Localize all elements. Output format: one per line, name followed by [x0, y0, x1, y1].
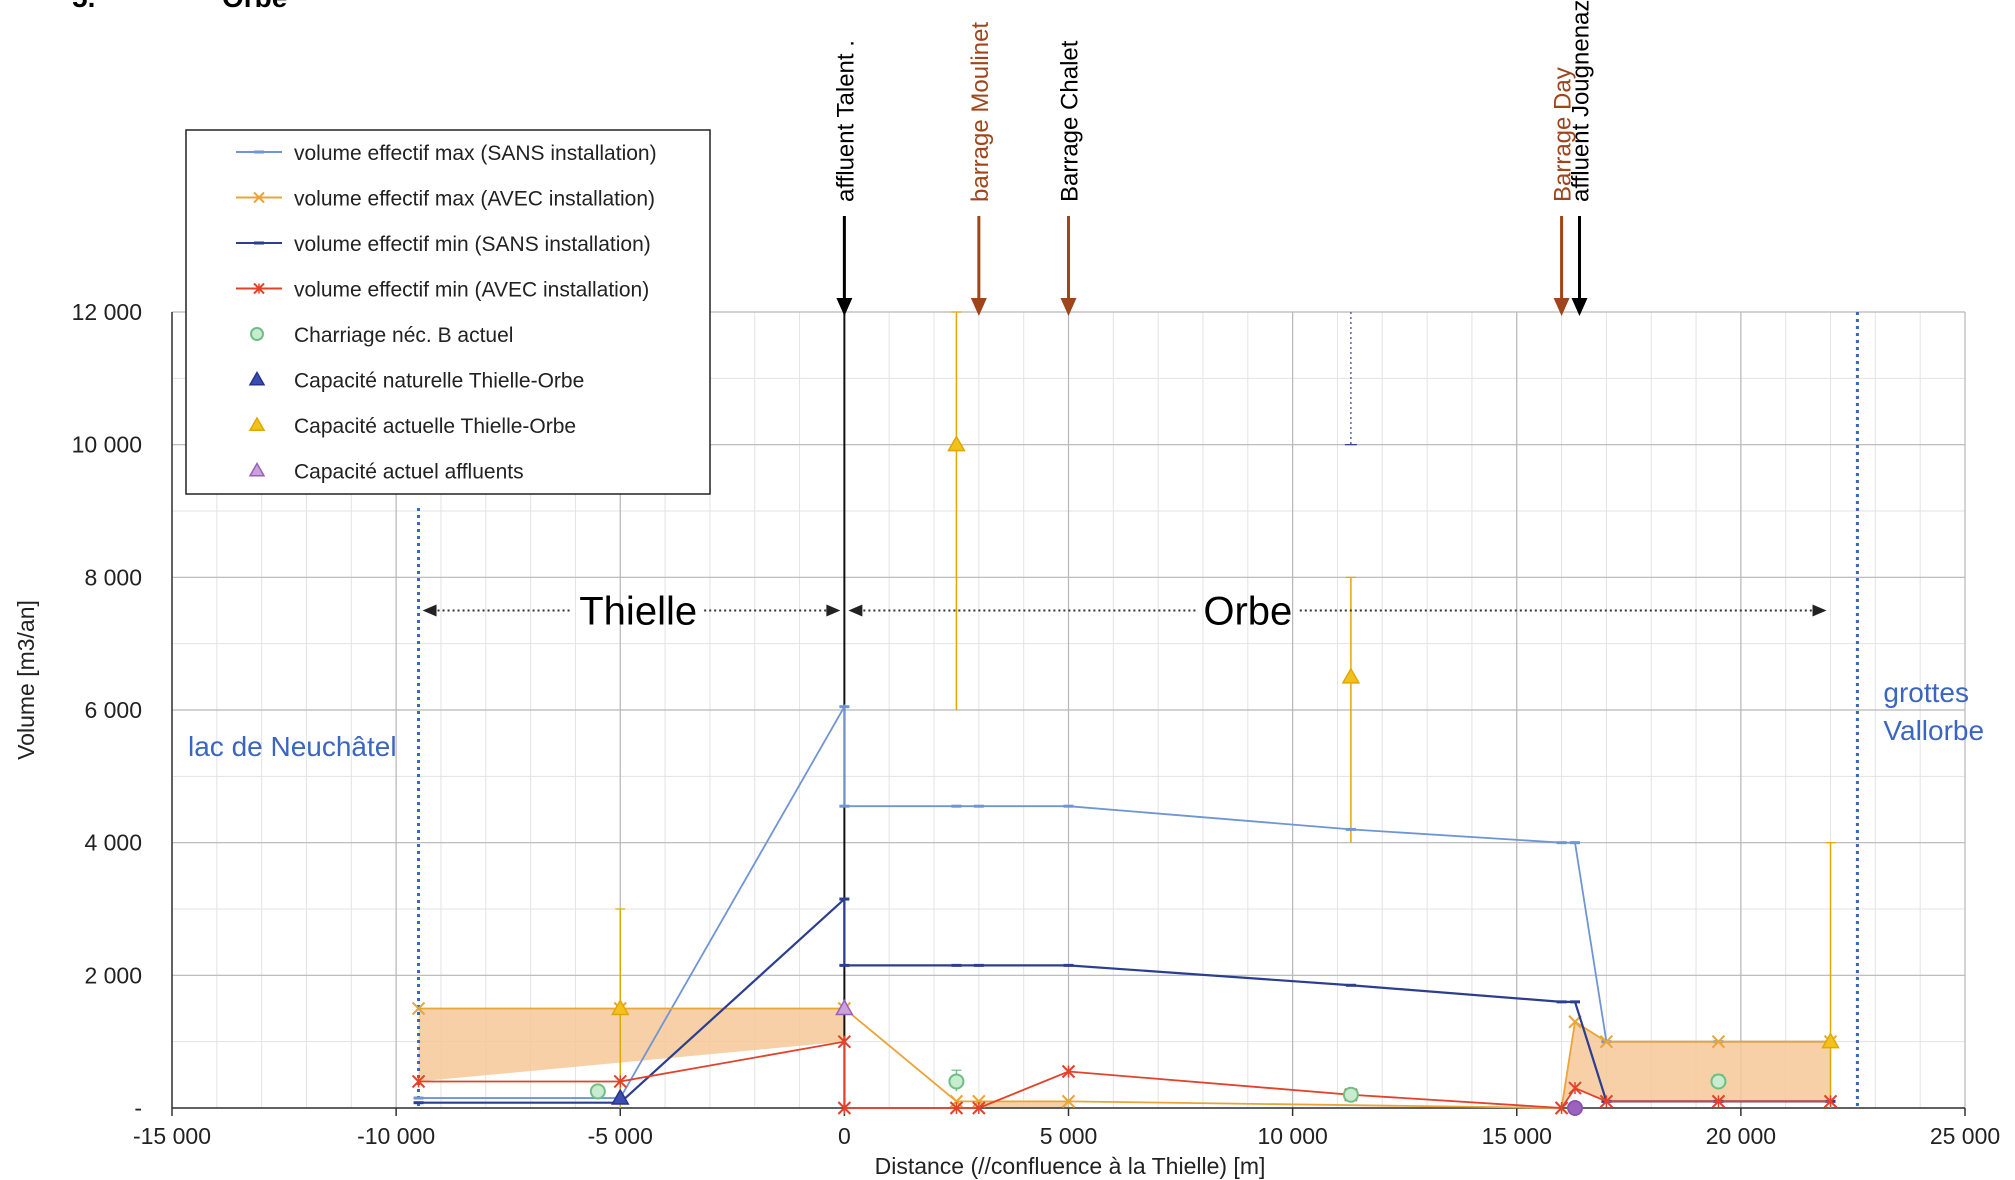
y-tick-label: 12 000: [72, 299, 142, 325]
scatter-point: [1342, 1086, 1359, 1103]
legend-label: volume effectif max (AVEC installation): [294, 188, 655, 211]
x-tick-label: 25 000: [1930, 1123, 2000, 1149]
legend-label: volume effectif min (SANS installation): [294, 233, 651, 256]
marker-arrow-head: [970, 298, 987, 316]
scatter-point: [610, 1088, 630, 1105]
shaded-band: [418, 1008, 845, 1082]
y-tick-label: 8 000: [84, 564, 142, 590]
region-arrow-head: [848, 604, 863, 617]
x-tick-label: -10 000: [357, 1123, 435, 1149]
x-tick-label: 15 000: [1482, 1123, 1552, 1149]
region-arrow-head: [826, 604, 841, 617]
series-point: [1061, 1094, 1076, 1109]
legend-swatch: [250, 327, 264, 341]
legend-swatch: [253, 191, 265, 204]
y-tick-label: 6 000: [84, 697, 142, 723]
region-annotations: Thielle Orbe: [422, 590, 1827, 634]
scatter-point: [1567, 1100, 1584, 1116]
shaded-bands: [418, 1008, 1831, 1108]
region-label: Orbe: [1203, 590, 1292, 634]
legend-swatch: [248, 370, 266, 386]
legend-label: volume effectif min (AVEC installation): [294, 279, 649, 302]
y-tick-label: -: [134, 1095, 142, 1121]
marker-label: affluent Jougnenaz: [1568, 0, 1595, 202]
region-arrow-head: [1812, 604, 1827, 617]
legend-label: Charriage néc. B actuel: [294, 324, 513, 347]
y-tick-label: 4 000: [84, 830, 142, 856]
region-arrow-head: [422, 604, 437, 617]
series-point: [1711, 1034, 1726, 1049]
x-tick-label: -15 000: [133, 1123, 211, 1149]
x-tick-label: 0: [838, 1123, 851, 1149]
marker-arrow-head: [1571, 298, 1588, 316]
region-label: Thielle: [579, 590, 697, 634]
marker-label: barrage Moulinet: [967, 22, 994, 202]
series-point: [1599, 1034, 1614, 1049]
legend-swatch: [248, 461, 266, 477]
x-tick-label: 10 000: [1257, 1123, 1327, 1149]
shaded-band: [1561, 1021, 1831, 1108]
y-axis-label: Volume [m3/an]: [13, 600, 39, 760]
scatter-point: [1341, 667, 1361, 684]
y-tick-label: 10 000: [72, 432, 142, 458]
marker-arrow-head: [1553, 298, 1570, 316]
legend-box: [185, 129, 711, 495]
series-point: [411, 1001, 426, 1016]
legend-label: Capacité naturelle Thielle-Orbe: [294, 370, 584, 393]
marker-arrow-head: [1060, 298, 1077, 316]
boundary-label: Vallorbe: [1883, 715, 1984, 746]
shaded-band: [978, 1101, 1069, 1108]
marker-label: Barrage Chalet: [1057, 40, 1084, 202]
chart-axes: -15 000 -10 000 -5 000 0 5 000 10 000 15 000 20…: [72, 299, 2001, 1149]
section-number: 5.: [72, 0, 95, 14]
legend: volume effectif max (SANS installation) v…: [185, 129, 711, 495]
marker-label: Barrage Day: [1550, 67, 1577, 202]
scatter-point: [610, 998, 630, 1016]
marker-arrow-head: [836, 298, 853, 316]
x-tick-label: -5 000: [588, 1123, 653, 1149]
scatter-point: [948, 1073, 965, 1090]
legend-label: volume effectif max (SANS installation): [294, 142, 657, 165]
scatter-point: [835, 998, 854, 1016]
legend-label: Capacité actuelle Thielle-Orbe: [294, 415, 576, 438]
y-tick-label: 2 000: [84, 962, 142, 988]
marker-label: affluent Talent .: [832, 40, 859, 202]
scatter-point: [1710, 1073, 1727, 1090]
data-points: [589, 435, 1840, 1116]
legend-swatch: [248, 416, 266, 431]
x-tick-label: 20 000: [1706, 1123, 1776, 1149]
boundary-label: grottes: [1883, 677, 1969, 708]
top-markers: affluent Talent . barrage Moulinet Barrage…: [832, 0, 1595, 316]
scatter-point: [947, 435, 966, 452]
x-tick-label: 5 000: [1040, 1123, 1098, 1149]
boundary-label: lac de Neuchâtel: [188, 731, 397, 762]
scatter-point: [1821, 1032, 1840, 1049]
section-title: Orbe: [222, 0, 287, 14]
x-axis-label: Distance (//confluence à la Thielle) [m]: [875, 1153, 1266, 1179]
legend-label: Capacité actuel affluents: [294, 461, 524, 484]
scatter-point: [589, 1083, 606, 1100]
